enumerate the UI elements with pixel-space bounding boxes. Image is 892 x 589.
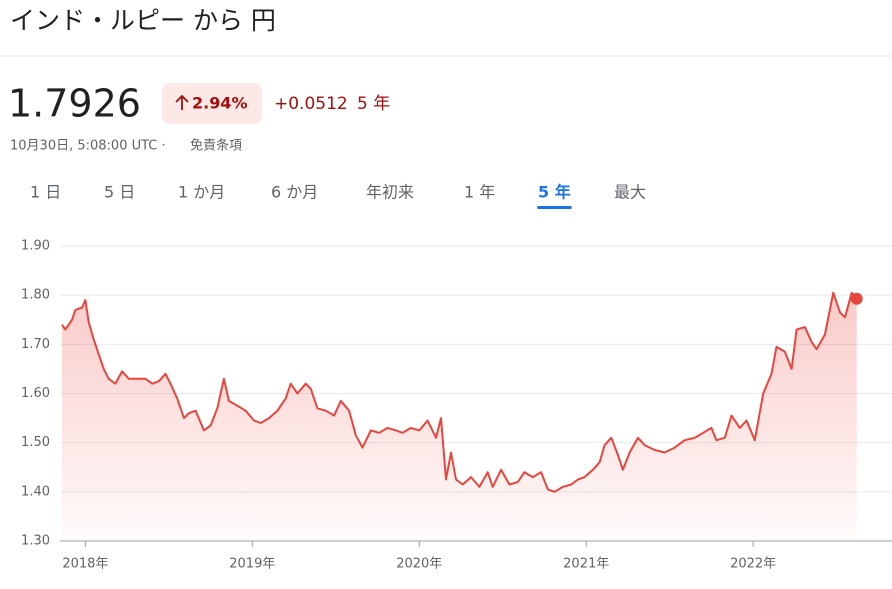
range-tab[interactable]: 6 か月	[271, 183, 318, 202]
y-tick-label: 1.80	[21, 288, 50, 303]
price: 1.7926	[8, 82, 141, 126]
disclaimer[interactable]: 免責条項	[190, 138, 242, 154]
range-tab[interactable]: 1 日	[30, 183, 61, 202]
x-tick-label: 2019年	[229, 557, 275, 572]
x-tick-label: 2022年	[730, 557, 776, 572]
range-tab[interactable]: 年初来	[366, 183, 414, 202]
range-tab[interactable]: 5 年	[538, 183, 571, 202]
x-tick-label: 2018年	[62, 557, 108, 572]
range-tab[interactable]: 最大	[614, 183, 646, 202]
last-point	[850, 292, 863, 305]
change: +0.0512	[274, 94, 348, 114]
area-fill	[62, 292, 857, 541]
period: 5 年	[357, 94, 390, 114]
x-tick-label: 2020年	[396, 557, 442, 572]
page-title: インド・ルピー から 円	[10, 6, 276, 35]
y-tick-label: 1.60	[21, 386, 50, 401]
up-arrow	[175, 94, 189, 110]
y-tick-label: 1.90	[21, 239, 50, 254]
range-tab[interactable]: 5 日	[104, 183, 135, 202]
price-line	[61, 291, 858, 493]
y-tick-label: 1.30	[21, 534, 50, 549]
tab-underline	[537, 206, 572, 209]
change-percent: 2.94%	[192, 94, 248, 113]
range-tab[interactable]: 1 年	[464, 183, 495, 202]
chart: 1.30 1.40 1.50 1.60 1.70 1.80 1.90 2018年 2019年 20…	[21, 239, 892, 572]
range-tabs: 1 日 5 日 1 か月 6 か月 年初来 1 年 5 年 最大	[30, 183, 646, 209]
y-tick-label: 1.50	[21, 435, 50, 450]
x-tick-label: 2021年	[563, 557, 609, 572]
change-badge	[162, 83, 262, 124]
range-tab[interactable]: 1 か月	[178, 183, 225, 202]
y-tick-label: 1.40	[21, 484, 50, 499]
timestamp: 10月30日, 5:08:00 UTC ·	[10, 139, 166, 154]
y-tick-label: 1.70	[21, 337, 50, 352]
